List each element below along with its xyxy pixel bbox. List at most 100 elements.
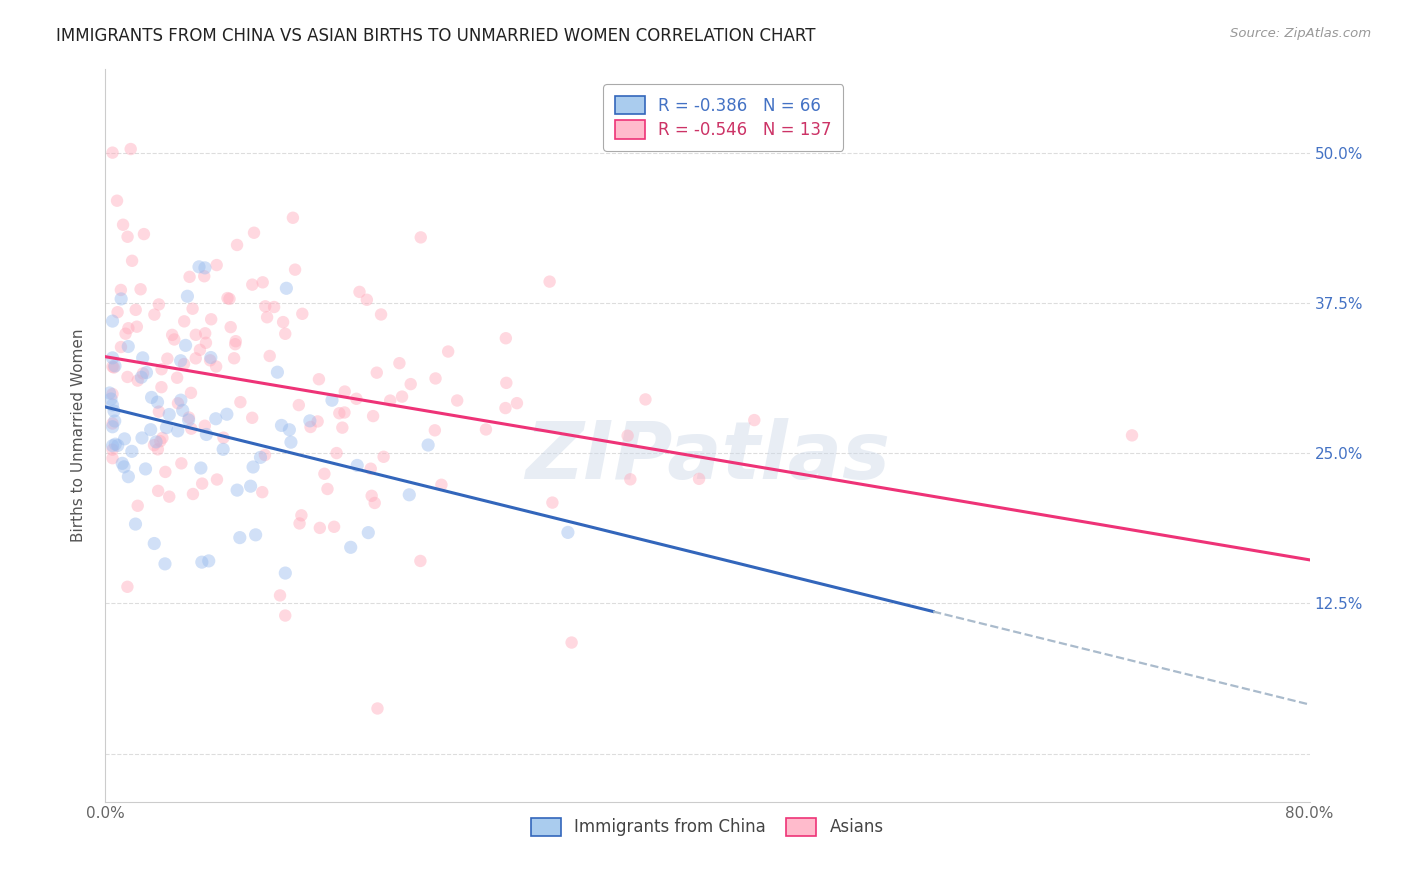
Point — [131, 431, 153, 445]
Point — [307, 414, 329, 428]
Point — [330, 420, 353, 434]
Point — [218, 292, 240, 306]
Point — [252, 276, 274, 290]
Point — [333, 384, 356, 399]
Point — [308, 521, 330, 535]
Point — [125, 302, 148, 317]
Point — [134, 462, 156, 476]
Point — [141, 391, 163, 405]
Point — [181, 301, 204, 316]
Point — [117, 229, 139, 244]
Point — [153, 557, 176, 571]
Point — [131, 351, 153, 365]
Point — [101, 451, 124, 466]
Point — [103, 360, 125, 375]
Point — [163, 333, 186, 347]
Point — [110, 283, 132, 297]
Point — [101, 387, 124, 401]
Point — [323, 520, 346, 534]
Point — [224, 351, 246, 366]
Text: Source: ZipAtlas.com: Source: ZipAtlas.com — [1230, 27, 1371, 40]
Point — [506, 396, 529, 410]
Point — [541, 495, 564, 509]
Point — [101, 314, 124, 328]
Point — [131, 370, 153, 384]
Point — [194, 335, 217, 350]
Point — [101, 145, 124, 160]
Point — [195, 427, 218, 442]
Point — [205, 258, 228, 272]
Point — [177, 413, 200, 427]
Point — [146, 483, 169, 498]
Point — [127, 499, 149, 513]
Point — [205, 359, 228, 374]
Point — [398, 488, 420, 502]
Point — [360, 461, 382, 475]
Point — [229, 395, 252, 409]
Point — [155, 420, 177, 434]
Point — [200, 312, 222, 326]
Point — [205, 473, 228, 487]
Point — [281, 211, 304, 225]
Point — [149, 434, 172, 449]
Point — [101, 351, 124, 365]
Point — [101, 439, 124, 453]
Point — [98, 386, 121, 401]
Point — [103, 404, 125, 418]
Point — [252, 485, 274, 500]
Point — [270, 418, 292, 433]
Point — [361, 409, 384, 423]
Point — [409, 554, 432, 568]
Point — [114, 432, 136, 446]
Point — [276, 281, 298, 295]
Point — [274, 326, 297, 341]
Point — [225, 334, 247, 348]
Point — [242, 460, 264, 475]
Point — [177, 410, 200, 425]
Point — [180, 422, 202, 436]
Point — [193, 269, 215, 284]
Point — [117, 469, 139, 483]
Y-axis label: Births to Unmarried Women: Births to Unmarried Women — [72, 328, 86, 541]
Point — [249, 450, 271, 465]
Point — [150, 380, 173, 394]
Point — [391, 390, 413, 404]
Point — [173, 357, 195, 371]
Point — [495, 376, 517, 390]
Point — [308, 372, 330, 386]
Point — [155, 465, 177, 479]
Point — [167, 396, 190, 410]
Point — [370, 308, 392, 322]
Point — [328, 406, 350, 420]
Point — [321, 393, 343, 408]
Point — [215, 407, 238, 421]
Point — [104, 437, 127, 451]
Point — [174, 338, 197, 352]
Point — [430, 477, 453, 491]
Point — [190, 461, 212, 475]
Point — [278, 423, 301, 437]
Point — [243, 226, 266, 240]
Point — [197, 554, 219, 568]
Point — [446, 393, 468, 408]
Point — [290, 508, 312, 523]
Point — [166, 424, 188, 438]
Point — [112, 459, 135, 474]
Point — [125, 319, 148, 334]
Point — [346, 458, 368, 473]
Point — [107, 438, 129, 452]
Point — [363, 496, 385, 510]
Point — [437, 344, 460, 359]
Point — [418, 438, 440, 452]
Text: ZIPatlas: ZIPatlas — [524, 418, 890, 496]
Point — [132, 227, 155, 241]
Point — [240, 410, 263, 425]
Point — [184, 351, 207, 366]
Point — [357, 525, 380, 540]
Point — [291, 307, 314, 321]
Point — [121, 444, 143, 458]
Point — [117, 580, 139, 594]
Point — [172, 403, 194, 417]
Point — [139, 423, 162, 437]
Point — [100, 392, 122, 406]
